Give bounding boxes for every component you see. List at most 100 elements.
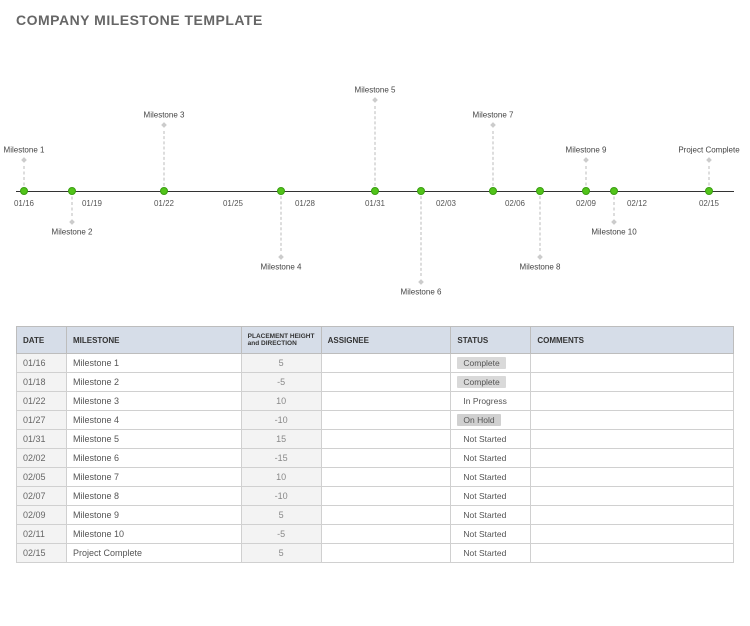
cell-ph: 15 (241, 430, 321, 449)
axis-tick-label: 01/31 (365, 199, 385, 208)
cell-status: Not Started (451, 430, 531, 449)
milestone-end-marker (611, 219, 617, 225)
status-badge: Not Started (457, 490, 512, 502)
axis-tick-label: 02/12 (627, 199, 647, 208)
col-header-date: DATE (17, 327, 67, 354)
cell-date: 02/02 (17, 449, 67, 468)
status-badge: On Hold (457, 414, 500, 426)
col-header-ph: PLACEMENT HEIGHT and DIRECTION (241, 327, 321, 354)
milestone-label: Milestone 10 (591, 228, 636, 237)
cell-comments (531, 544, 734, 563)
cell-date: 02/15 (17, 544, 67, 563)
milestone-connector (421, 191, 422, 276)
cell-assignee (321, 449, 451, 468)
table-row: 02/15Project Complete5Not Started (17, 544, 734, 563)
cell-date: 02/11 (17, 525, 67, 544)
table-head: DATEMILESTONEPLACEMENT HEIGHT and DIRECT… (17, 327, 734, 354)
milestone-dot (489, 187, 497, 195)
table-row: 01/22Milestone 310In Progress (17, 392, 734, 411)
cell-comments (531, 506, 734, 525)
status-badge: Not Started (457, 471, 512, 483)
cell-assignee (321, 373, 451, 392)
milestone-label: Milestone 6 (401, 288, 442, 297)
table-row: 02/07Milestone 8-10Not Started (17, 487, 734, 506)
status-badge: Not Started (457, 433, 512, 445)
cell-ph: -5 (241, 525, 321, 544)
cell-ph: -15 (241, 449, 321, 468)
milestone-connector (493, 131, 494, 191)
milestone-dot (610, 187, 618, 195)
cell-assignee (321, 468, 451, 487)
milestone-dot (705, 187, 713, 195)
cell-comments (531, 392, 734, 411)
cell-date: 02/07 (17, 487, 67, 506)
milestone-dot (582, 187, 590, 195)
cell-date: 01/22 (17, 392, 67, 411)
cell-milestone: Project Complete (66, 544, 241, 563)
cell-milestone: Milestone 8 (66, 487, 241, 506)
cell-assignee (321, 411, 451, 430)
table-row: 02/09Milestone 95Not Started (17, 506, 734, 525)
milestone-end-marker (372, 97, 378, 103)
cell-status: Not Started (451, 506, 531, 525)
cell-date: 01/27 (17, 411, 67, 430)
milestone-label: Milestone 2 (52, 228, 93, 237)
cell-comments (531, 525, 734, 544)
milestone-label: Milestone 8 (520, 263, 561, 272)
milestone-label: Milestone 7 (473, 111, 514, 120)
milestone-end-marker (278, 254, 284, 260)
status-badge: Complete (457, 357, 505, 369)
cell-milestone: Milestone 9 (66, 506, 241, 525)
milestone-label: Milestone 9 (566, 146, 607, 155)
cell-assignee (321, 544, 451, 563)
cell-milestone: Milestone 10 (66, 525, 241, 544)
cell-ph: 10 (241, 468, 321, 487)
cell-milestone: Milestone 7 (66, 468, 241, 487)
status-badge: Not Started (457, 509, 512, 521)
cell-date: 01/16 (17, 354, 67, 373)
cell-assignee (321, 525, 451, 544)
cell-milestone: Milestone 5 (66, 430, 241, 449)
cell-ph: 5 (241, 544, 321, 563)
cell-milestone: Milestone 6 (66, 449, 241, 468)
cell-milestone: Milestone 1 (66, 354, 241, 373)
axis-tick-label: 01/28 (295, 199, 315, 208)
table-body: 01/16Milestone 15Complete01/18Milestone … (17, 354, 734, 563)
milestone-dot (536, 187, 544, 195)
cell-assignee (321, 392, 451, 411)
cell-comments (531, 373, 734, 392)
cell-comments (531, 487, 734, 506)
page-title: COMPANY MILESTONE TEMPLATE (16, 12, 734, 28)
cell-date: 02/09 (17, 506, 67, 525)
axis-tick-label: 01/25 (223, 199, 243, 208)
milestone-dot (371, 187, 379, 195)
milestone-table: DATEMILESTONEPLACEMENT HEIGHT and DIRECT… (16, 326, 734, 563)
cell-status: Not Started (451, 487, 531, 506)
milestone-label: Milestone 4 (261, 263, 302, 272)
cell-status: On Hold (451, 411, 531, 430)
cell-status: Not Started (451, 468, 531, 487)
milestone-label: Milestone 3 (144, 111, 185, 120)
axis-tick-label: 02/03 (436, 199, 456, 208)
milestone-end-marker (706, 157, 712, 163)
table-row: 02/11Milestone 10-5Not Started (17, 525, 734, 544)
table-row: 01/18Milestone 2-5Complete (17, 373, 734, 392)
milestone-dot (160, 187, 168, 195)
col-header-milestone: MILESTONE (66, 327, 241, 354)
milestone-connector (540, 191, 541, 251)
timeline: 01/1601/1901/2201/2501/2801/3102/0302/06… (16, 36, 734, 286)
milestone-dot (417, 187, 425, 195)
cell-date: 01/31 (17, 430, 67, 449)
axis-tick-label: 02/09 (576, 199, 596, 208)
cell-comments (531, 354, 734, 373)
milestone-end-marker (418, 279, 424, 285)
table-row: 01/16Milestone 15 Complete (17, 354, 734, 373)
cell-ph: 5 (241, 354, 321, 373)
cell-milestone: Milestone 4 (66, 411, 241, 430)
milestone-connector (375, 106, 376, 191)
milestone-end-marker (583, 157, 589, 163)
status-badge: In Progress (457, 395, 512, 407)
cell-comments (531, 468, 734, 487)
milestone-connector (164, 131, 165, 191)
col-header-status: STATUS (451, 327, 531, 354)
